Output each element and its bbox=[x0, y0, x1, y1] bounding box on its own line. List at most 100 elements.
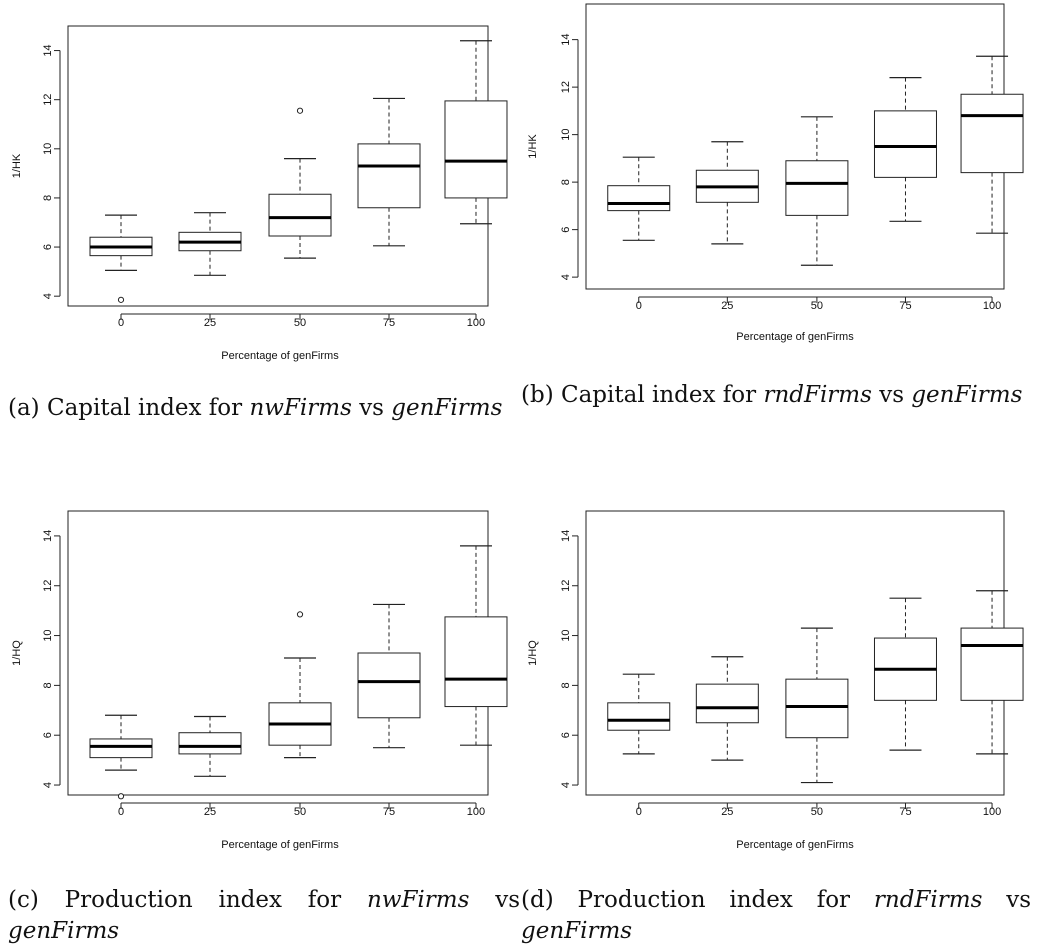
y-tick-label-a: 8 bbox=[42, 195, 54, 201]
caption-a-italic1: nwFirms bbox=[249, 395, 352, 421]
box-a-75 bbox=[357, 97, 421, 247]
iqr-box bbox=[89, 738, 153, 759]
y-axis-title-b: 1/HK bbox=[527, 134, 539, 159]
caption-d-italic2: genFirms bbox=[521, 918, 633, 944]
boxplot-chart-d: 4 6 8 10 12 14 0 25 50 75 100 Percentage of genFirm… bbox=[527, 510, 1024, 851]
caption-b-text1: Capital index for bbox=[560, 382, 757, 408]
caption-c-italic1: nwFirms bbox=[366, 887, 470, 913]
caption-b-label: (b) bbox=[521, 382, 554, 408]
boxplot-chart-b: 4 6 8 10 12 14 0 25 50 75 100 Percentage of genFirm… bbox=[527, 3, 1024, 343]
y-tick-label-b: 6 bbox=[560, 227, 572, 233]
x-axis-title-c: Percentage of genFirms bbox=[221, 839, 339, 851]
x-tick-label-c: 50 bbox=[294, 806, 306, 818]
x-tick-label-a: 50 bbox=[294, 317, 306, 329]
y-tick-label-b: 4 bbox=[560, 274, 572, 280]
x-tick-label-a: 75 bbox=[383, 317, 395, 329]
caption-a-text1: Capital index for bbox=[46, 395, 243, 421]
box-d-0 bbox=[607, 673, 671, 755]
y-tick-label-d: 8 bbox=[560, 682, 572, 688]
y-tick-label-c: 4 bbox=[42, 782, 54, 788]
x-tick-label-c: 25 bbox=[204, 806, 216, 818]
caption-a: (a) Capital index for nwFirms vs genFirm… bbox=[8, 393, 528, 424]
iqr-box bbox=[357, 652, 421, 719]
chart-panel-d: 4 6 8 10 12 14 0 25 50 75 100 Percentage of genFirm… bbox=[527, 510, 1024, 851]
x-tick-label-a: 0 bbox=[118, 317, 124, 329]
iqr-box bbox=[607, 702, 671, 731]
caption-b-italic1: rndFirms bbox=[763, 382, 872, 408]
box-d-25 bbox=[695, 656, 759, 761]
box-c-0 bbox=[89, 714, 153, 800]
caption-d-text1: Production index for bbox=[577, 887, 851, 913]
iqr-box bbox=[873, 110, 937, 178]
box-b-25 bbox=[695, 141, 759, 245]
box-c-75 bbox=[357, 603, 421, 749]
iqr-box bbox=[785, 678, 849, 739]
x-tick-label-c: 75 bbox=[383, 806, 395, 818]
chart-panel-a: 4 6 8 10 12 14 0 25 50 75 100 Percentage of genFirm… bbox=[0, 0, 520, 380]
outlier-point bbox=[117, 793, 125, 800]
x-tick-label-c: 0 bbox=[118, 806, 124, 818]
iqr-box bbox=[268, 193, 332, 237]
x-tick-label-b: 75 bbox=[899, 300, 911, 312]
x-tick-label-c: 100 bbox=[467, 806, 485, 818]
caption-c-italic2: genFirms bbox=[8, 918, 120, 944]
chart-panel-c: 4 6 8 10 12 14 0 25 50 75 100 Percentage of genFirm… bbox=[0, 0, 520, 880]
x-tick-label-a: 25 bbox=[204, 317, 216, 329]
y-tick-label-b: 12 bbox=[560, 81, 572, 93]
box-c-25 bbox=[178, 715, 242, 777]
iqr-box bbox=[178, 732, 242, 755]
x-axis-title-a: Percentage of genFirms bbox=[221, 350, 339, 362]
x-tick-label-b: 50 bbox=[811, 300, 823, 312]
y-axis-title-d: 1/HQ bbox=[527, 640, 539, 666]
y-tick-label-d: 6 bbox=[560, 732, 572, 738]
caption-b-italic2: genFirms bbox=[911, 382, 1023, 408]
box-a-100 bbox=[444, 40, 508, 225]
box-d-50 bbox=[785, 627, 849, 784]
chart-panel-b: 4 6 8 10 12 14 0 25 50 75 100 Percentage of genFirm… bbox=[0, 0, 1041, 380]
box-b-75 bbox=[873, 77, 937, 222]
iqr-box bbox=[444, 616, 508, 708]
outlier-point bbox=[296, 611, 304, 618]
y-tick-label-c: 14 bbox=[42, 530, 54, 542]
caption-a-italic2: genFirms bbox=[391, 395, 503, 421]
box-a-25 bbox=[178, 212, 242, 276]
outlier-point bbox=[117, 296, 125, 303]
box-c-50 bbox=[268, 611, 332, 759]
x-axis-title-d: Percentage of genFirms bbox=[736, 839, 854, 851]
y-tick-label-d: 4 bbox=[560, 782, 572, 788]
caption-b: (b) Capital index for rndFirms vs genFir… bbox=[521, 380, 1031, 411]
y-axis-title-c: 1/HQ bbox=[11, 640, 23, 666]
caption-d-italic1: rndFirms bbox=[873, 887, 983, 913]
caption-a-label: (a) bbox=[8, 395, 40, 421]
boxplot-chart-a: 4 6 8 10 12 14 0 25 50 75 100 Percentage of genFirm… bbox=[11, 25, 508, 362]
y-tick-label-a: 6 bbox=[42, 244, 54, 250]
x-axis-title-b: Percentage of genFirms bbox=[736, 331, 854, 343]
iqr-box bbox=[960, 627, 1024, 701]
y-tick-label-a: 14 bbox=[42, 44, 54, 56]
y-tick-label-c: 6 bbox=[42, 732, 54, 738]
x-tick-label-d: 100 bbox=[983, 806, 1001, 818]
iqr-box bbox=[607, 185, 671, 212]
caption-c-text2: vs bbox=[495, 887, 521, 913]
caption-c-text1: Production index for bbox=[64, 887, 342, 913]
x-tick-label-a: 100 bbox=[467, 317, 485, 329]
caption-d-label: (d) bbox=[521, 887, 554, 913]
plot-frame-d bbox=[585, 510, 1005, 796]
box-c-100 bbox=[444, 545, 508, 746]
caption-d-text2: vs bbox=[1006, 887, 1032, 913]
x-tick-label-b: 100 bbox=[983, 300, 1001, 312]
caption-c: (c) Production index for nwFirms vs genF… bbox=[8, 885, 520, 947]
box-b-100 bbox=[960, 55, 1024, 234]
box-b-0 bbox=[607, 156, 671, 241]
y-tick-label-d: 10 bbox=[560, 629, 572, 641]
y-tick-label-a: 4 bbox=[42, 293, 54, 299]
iqr-box bbox=[695, 683, 759, 724]
y-tick-label-d: 12 bbox=[560, 580, 572, 592]
box-d-75 bbox=[873, 597, 937, 751]
y-tick-label-b: 10 bbox=[560, 129, 572, 141]
caption-b-text2: vs bbox=[879, 382, 905, 408]
x-tick-label-b: 0 bbox=[636, 300, 642, 312]
x-tick-label-d: 0 bbox=[636, 806, 642, 818]
y-tick-label-d: 14 bbox=[560, 530, 572, 542]
iqr-box bbox=[444, 100, 508, 199]
